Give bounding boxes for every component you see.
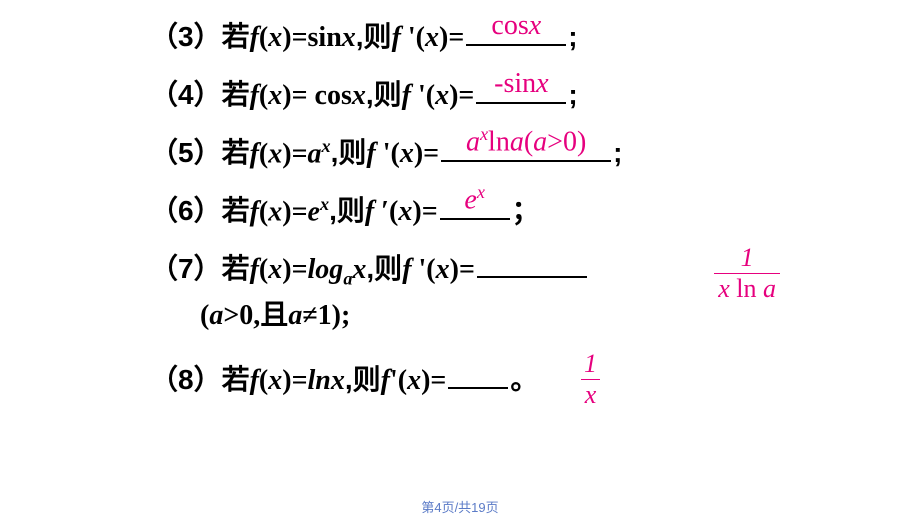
prefix-text: 若 <box>222 15 250 55</box>
derivative-label: f '(x)= <box>392 22 465 54</box>
mid-text: ,则 <box>331 131 367 171</box>
item-number: （7） <box>150 247 222 287</box>
tail: ; <box>568 79 577 111</box>
item-number: （8） <box>150 358 222 398</box>
mid-text: ,则 <box>366 73 402 113</box>
derivative-label: f '(x)= <box>402 80 475 112</box>
prefix-text: 若 <box>222 131 250 171</box>
answer-fraction: 1 x <box>580 351 601 408</box>
fraction-denominator: x <box>581 379 601 408</box>
page-footer: 第4页/共19页 <box>421 497 498 516</box>
prefix-text: 若 <box>222 358 250 398</box>
answer-blank: axlna(a>0) <box>441 134 611 162</box>
answer-text: -sinx <box>494 68 548 100</box>
answer-text: cosx <box>491 10 541 42</box>
function-def: f(x)=lnx <box>250 365 345 397</box>
function-def: f(x)=sinx <box>250 22 356 54</box>
answer-blank: ex <box>440 192 510 220</box>
item-number: （3） <box>150 15 222 55</box>
formula-line-8: （8） 若 f(x)=lnx ,则 f'(x)= 1 x 。 <box>150 358 770 398</box>
answer-blank: cosx <box>466 18 566 46</box>
prefix-text: 若 <box>222 189 250 229</box>
function-def: f(x)=logax <box>250 254 367 290</box>
slide-content: （3） 若 f(x)=sinx ,则 f '(x)= cosx ; （4） 若 … <box>0 0 920 398</box>
formula-line-3: （3） 若 f(x)=sinx ,则 f '(x)= cosx ; <box>150 15 770 55</box>
mid-text: ,则 <box>345 358 381 398</box>
mid-text: ,则 <box>329 189 365 229</box>
function-def: f(x)= cosx <box>250 80 366 112</box>
derivative-label: f '(x)= <box>402 254 475 286</box>
formula-line-5: （5） 若 f(x)=ax ,则 f '(x)= axlna(a>0) ; <box>150 131 770 171</box>
function-def: f(x)=ax <box>250 136 331 170</box>
formula-line-6: （6） 若 f(x)=ex ,则 f ′(x)= ex ； <box>150 189 770 229</box>
item-number: （5） <box>150 131 222 171</box>
tail: ； <box>512 189 540 229</box>
tail: 。 <box>510 358 538 398</box>
mid-text: ,则 <box>356 15 392 55</box>
answer-blank <box>448 361 508 389</box>
fraction-numerator: 1 <box>737 245 758 273</box>
prefix-text: 若 <box>222 247 250 287</box>
item-number: （6） <box>150 189 222 229</box>
answer-blank: -sinx <box>476 76 566 104</box>
fraction-numerator: 1 <box>580 351 601 379</box>
formula-line-7-condition: (a>0,且a≠1); <box>200 293 770 333</box>
tail: ; <box>568 21 577 53</box>
function-def: f(x)=ex <box>250 194 329 228</box>
answer-text: ex <box>464 182 485 216</box>
item-number: （4） <box>150 73 222 113</box>
derivative-label: f'(x)= <box>381 365 447 397</box>
answer-text: axlna(a>0) <box>466 124 586 158</box>
derivative-label: f '(x)= <box>366 138 439 170</box>
prefix-text: 若 <box>222 73 250 113</box>
derivative-label: f ′(x)= <box>365 196 438 228</box>
tail: ; <box>613 137 622 169</box>
formula-line-4: （4） 若 f(x)= cosx ,则 f '(x)= -sinx ; <box>150 73 770 113</box>
condition-text: (a>0,且a≠1); <box>200 293 350 333</box>
formula-line-7: （7） 若 f(x)=logax ,则 f '(x)= 1 x ln a <box>150 247 770 290</box>
answer-blank <box>477 250 587 278</box>
mid-text: ,则 <box>366 247 402 287</box>
